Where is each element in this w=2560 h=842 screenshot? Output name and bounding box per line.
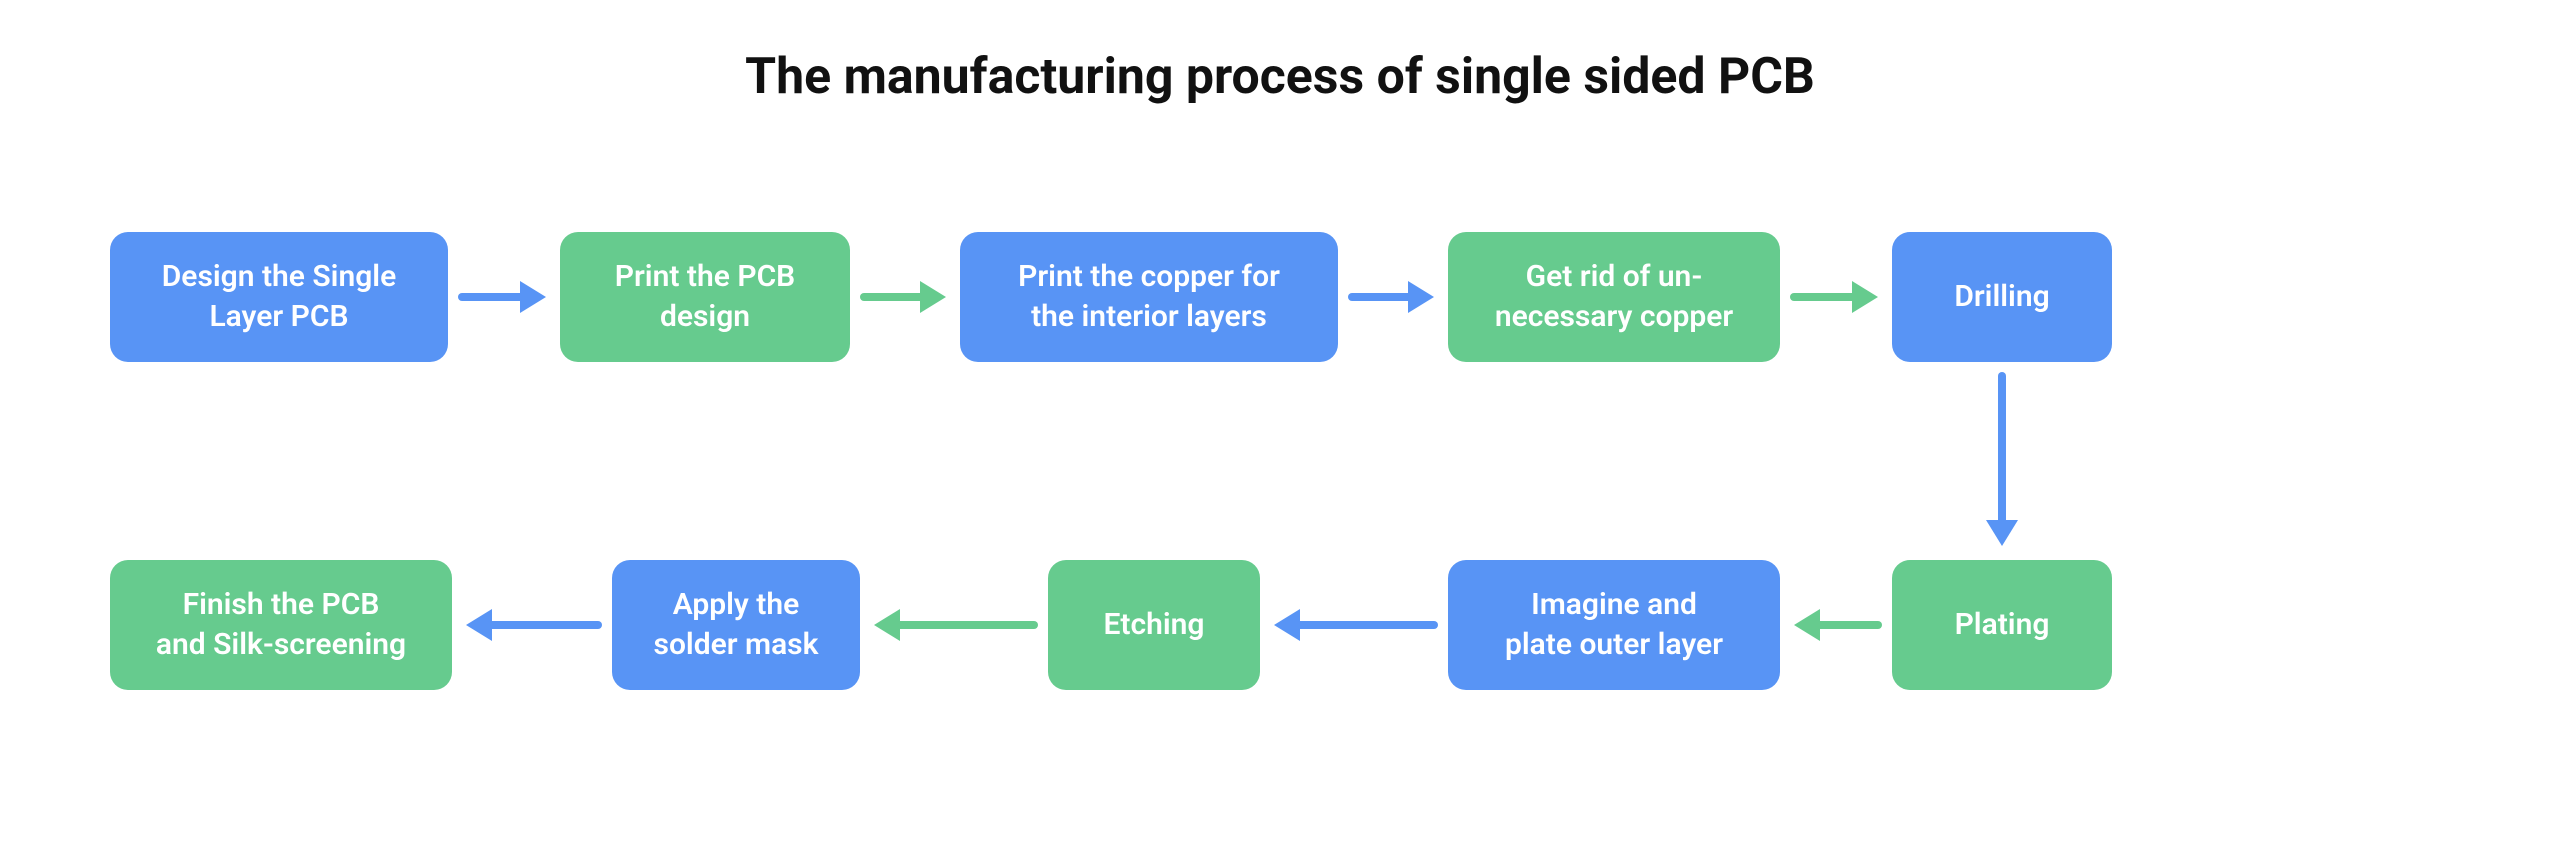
flow-node-n4: Get rid of un-necessary copper — [1448, 232, 1780, 362]
flow-arrow — [438, 273, 570, 321]
flow-node-label: Drilling — [1954, 277, 2049, 318]
flow-node-n10: Finish the PCBand Silk-screening — [110, 560, 452, 690]
flow-node-label: Etching — [1103, 605, 1204, 646]
flow-node-label: Imagine andplate outer layer — [1505, 585, 1723, 666]
flow-node-n7: Imagine andplate outer layer — [1448, 560, 1780, 690]
flow-node-label: Finish the PCBand Silk-screening — [156, 585, 406, 666]
flow-node-label: Apply thesolder mask — [654, 585, 819, 666]
flow-arrow — [1328, 273, 1458, 321]
flow-arrow — [1770, 273, 1902, 321]
flow-node-n8: Etching — [1048, 560, 1260, 690]
flow-node-n3: Print the copper forthe interior layers — [960, 232, 1338, 362]
flow-node-label: Design the SingleLayer PCB — [162, 257, 396, 338]
flow-node-n9: Apply thesolder mask — [612, 560, 860, 690]
flow-node-label: Plating — [1955, 605, 2050, 646]
diagram-title: The manufacturing process of single side… — [0, 48, 2560, 106]
flow-node-n5: Drilling — [1892, 232, 2112, 362]
flow-arrow — [1770, 601, 1902, 649]
flow-arrow — [850, 601, 1058, 649]
flow-arrow — [1978, 352, 2026, 570]
flow-arrow — [1250, 601, 1458, 649]
flow-node-n2: Print the PCBdesign — [560, 232, 850, 362]
flow-arrow — [840, 273, 970, 321]
flow-node-label: Print the PCBdesign — [615, 257, 795, 338]
flow-node-n1: Design the SingleLayer PCB — [110, 232, 448, 362]
flow-node-n6: Plating — [1892, 560, 2112, 690]
flow-node-label: Print the copper forthe interior layers — [1018, 257, 1280, 338]
flow-node-label: Get rid of un-necessary copper — [1495, 257, 1733, 338]
flow-arrow — [442, 601, 622, 649]
